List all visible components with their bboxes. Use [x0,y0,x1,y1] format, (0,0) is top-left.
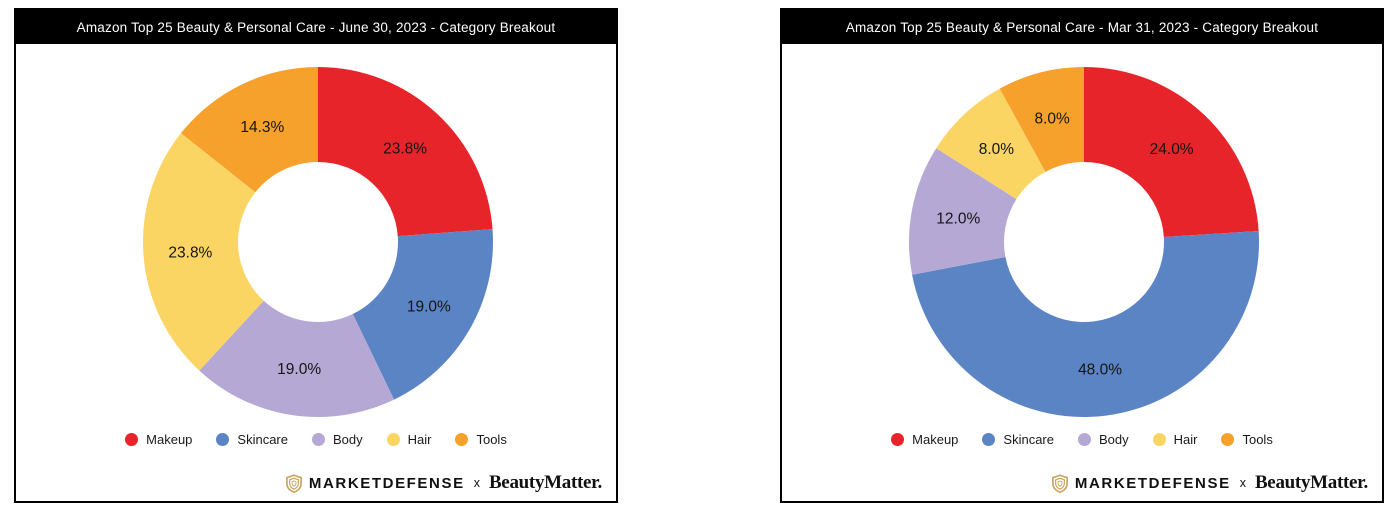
legend-item-makeup: Makeup [891,432,958,447]
marketdefense-shield-icon [1051,473,1069,493]
slice-value-label: 12.0% [936,211,980,228]
donut-slice-makeup [318,67,493,237]
brand-footer: MARKETDEFENSE x BeautyMatter. [285,472,602,494]
legend-label: Makeup [146,432,193,447]
donut-slice-tools [999,67,1084,172]
donut-chart-march: 24.0% 48.0% 12.0% 8.0% 8.0% [909,67,1259,417]
marketdefense-shield-icon [285,473,303,493]
brand-separator: x [473,476,480,490]
legend-item-body: Body [311,432,363,447]
donut-slice-skincare [912,231,1259,417]
legend-june: Makeup Skincare Body Hair Tools [16,432,616,447]
marketdefense-wordmark: MARKETDEFENSE [308,474,465,492]
legend-label: Tools [1242,432,1273,447]
slice-value-label: 19.0% [407,299,451,316]
donut-slice-body [199,300,395,417]
legend-dot-body [311,433,325,446]
legend-dot-hair [1152,433,1166,446]
donut-slice-hair [936,88,1046,200]
chart-title-june: Amazon Top 25 Beauty & Personal Care - J… [16,10,616,44]
legend-label: Skincare [237,432,288,447]
slice-value-label: 23.8% [383,141,427,158]
donut-chart-june: 23.8% 19.0% 19.0% 23.8% 14.3% [142,67,493,417]
slice-value-label: 19.0% [277,361,321,378]
donut-slice-skincare [352,229,493,400]
legend-label: Tools [476,432,507,447]
legend-item-skincare: Skincare [216,432,288,447]
legend-label: Hair [407,432,432,447]
slice-value-label: 48.0% [1078,361,1122,378]
slice-value-label: 24.0% [1150,141,1194,158]
legend-dot-makeup [125,433,139,446]
marketdefense-wordmark: MARKETDEFENSE [1074,474,1231,492]
legend-item-skincare: Skincare [982,432,1054,447]
legend-label: Body [332,432,363,447]
legend-dot-body [1077,433,1091,446]
legend-label: Makeup [912,432,959,447]
legend-item-hair: Hair [386,432,432,447]
beautymatter-wordmark: BeautyMatter. [1254,472,1368,493]
legend-label: Skincare [1003,432,1054,447]
legend-item-tools: Tools [1221,432,1273,447]
legend-item-makeup: Makeup [125,432,192,447]
slice-value-label: 8.0% [979,141,1015,158]
legend-dot-skincare [216,433,230,446]
legend-dot-tools [455,433,469,446]
brand-footer: MARKETDEFENSE x BeautyMatter. [1051,472,1368,494]
beautymatter-wordmark: BeautyMatter. [488,472,602,493]
donut-slice-makeup [1084,67,1259,237]
legend-item-tools: Tools [455,432,507,447]
legend-item-hair: Hair [1152,432,1198,447]
report-card-june: Amazon Top 25 Beauty & Personal Care - J… [14,8,618,503]
legend-label: Hair [1173,432,1198,447]
legend-label: Body [1098,432,1129,447]
legend-dot-hair [386,433,400,446]
donut-slice-hair [142,133,264,371]
report-card-march: Amazon Top 25 Beauty & Personal Care - M… [780,8,1384,503]
legend-dot-tools [1221,433,1235,446]
legend-march: Makeup Skincare Body Hair Tools [782,432,1382,447]
chart-title-march: Amazon Top 25 Beauty & Personal Care - M… [782,10,1382,44]
slice-value-label: 23.8% [168,244,212,261]
legend-item-body: Body [1077,432,1129,447]
brand-separator: x [1239,476,1246,490]
legend-dot-makeup [891,433,905,446]
slice-value-label: 14.3% [240,119,284,136]
donut-slice-body [909,148,1017,275]
donut-slice-tools [180,67,318,193]
legend-dot-skincare [982,433,996,446]
slice-value-label: 8.0% [1034,111,1070,128]
